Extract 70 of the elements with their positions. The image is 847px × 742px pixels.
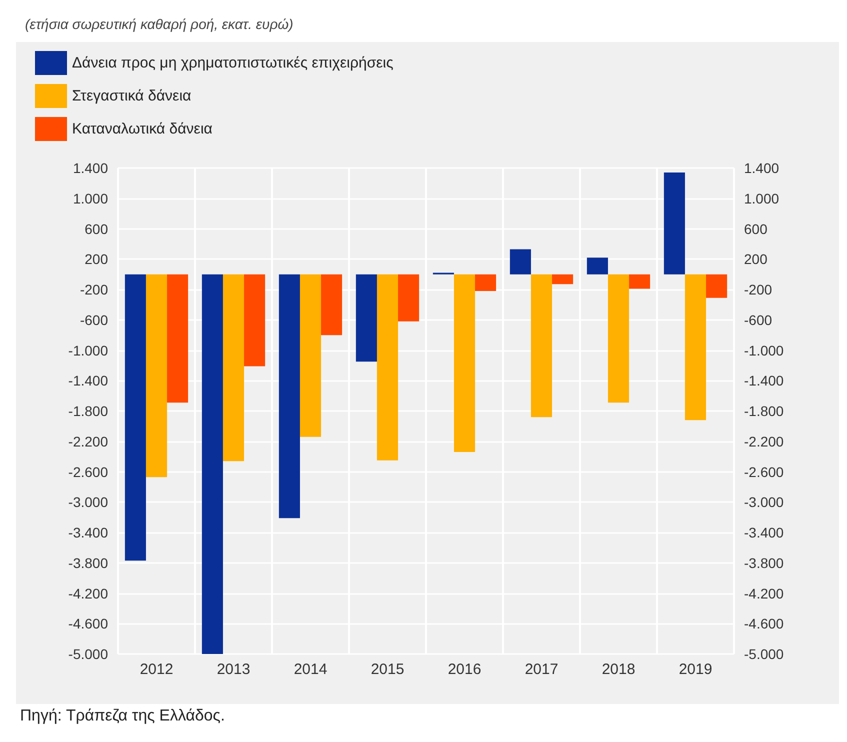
y2-tick-label: -1.400 [744,372,784,389]
y-tick-label: -5.000 [68,646,108,662]
x-tick-label: 2012 [140,661,174,678]
bar [146,274,168,478]
y-tick-label: 1.000 [72,190,108,206]
x-tick-label: 2017 [524,661,558,678]
bar [222,274,244,462]
bar [167,274,188,403]
y-tick-label: -2.200 [68,433,108,450]
y-tick-label: -1.800 [68,403,108,419]
chart-title: (ετήσια σωρευτική καθαρή ροή, εκατ. ευρώ) [25,16,294,32]
y2-tick-label: 200 [744,251,768,268]
bar [321,274,342,336]
x-tick-label: 2018 [602,661,636,678]
y2-tick-label: -5.000 [744,646,784,662]
y2-tick-label: -3.400 [744,524,784,540]
bar [552,274,574,284]
bar [376,274,398,460]
bar [398,274,420,322]
x-tick-label: 2019 [678,661,712,678]
bar [202,274,223,654]
y-tick-label: -4.200 [68,585,108,602]
x-tick-label: 2013 [216,661,250,678]
bar [475,274,496,292]
x-tick-label: 2015 [370,661,404,678]
y-tick-label: -200 [80,282,108,298]
bar [300,274,322,437]
bar [510,249,531,274]
y-tick-label: -1.400 [68,372,108,389]
y-tick-label: -4.600 [68,616,108,632]
bar [706,274,728,298]
y2-tick-label: 600 [744,220,768,237]
y-tick-label: 1.400 [72,160,108,176]
bar [454,274,476,452]
y-tick-label: -2.600 [68,464,108,480]
y2-tick-label: -1.800 [744,403,784,419]
y2-tick-label: 1.000 [744,190,780,206]
y-tick-label: -600 [80,312,108,328]
y-tick-label: -3.400 [68,524,108,540]
text: Πηγή: Τράπεζα της Ελλάδος. [20,708,225,724]
bar [124,274,146,561]
y2-tick-label: -200 [744,282,772,298]
bar [586,258,608,274]
y2-tick-label: -2.200 [744,433,784,450]
legend-label: Καταναλωτικά δάνεια [72,120,213,138]
y2-tick-label: 1.400 [744,160,780,176]
y2-tick-label: -600 [744,312,772,328]
y2-tick-label: -2.600 [744,464,784,480]
bar [684,274,706,420]
y2-tick-label: -4.600 [744,616,784,632]
bar [530,274,552,418]
y2-tick-label: -3.000 [744,494,784,510]
y2-tick-label: -3.800 [744,554,784,571]
y2-tick-label: -1.000 [744,342,784,358]
bar [664,172,685,274]
x-tick-label: 2014 [294,661,328,678]
bar [278,274,300,518]
bar [608,274,630,403]
x-tick-label: 2016 [448,661,482,678]
bar [356,274,377,362]
y2-tick-label: -4.200 [744,585,784,602]
y-tick-label: -1.000 [68,342,108,358]
y-tick-label: -3.800 [68,554,108,571]
bar [244,274,266,366]
y-tick-label: -3.000 [68,494,108,510]
y-tick-label: 600 [84,220,108,237]
legend-label: Δάνεια προς μη χρηματοπιστωτικές επιχειρήσεις [72,54,394,72]
bar [629,274,650,289]
y-tick-label: 200 [84,251,108,268]
legend-label: Στεγαστικά δάνεια [72,88,192,104]
